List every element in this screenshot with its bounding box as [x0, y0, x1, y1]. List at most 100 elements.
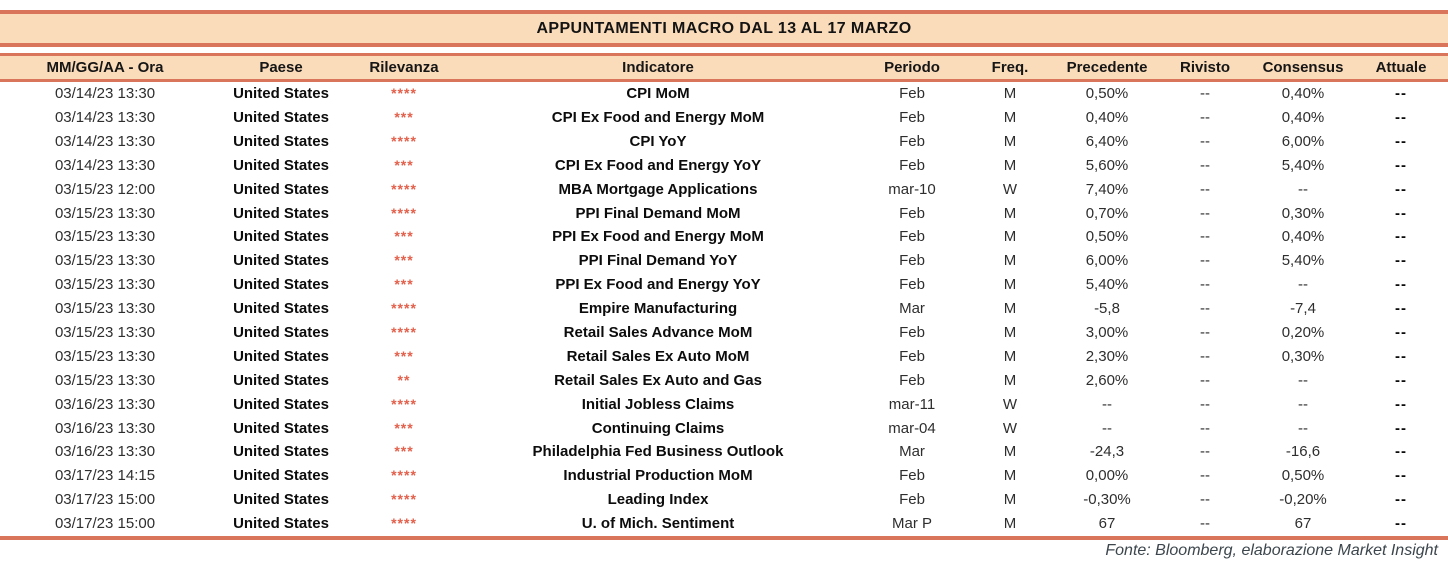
cell-revised: --: [1200, 371, 1210, 389]
cell-relevance: ****: [391, 395, 417, 412]
cell-actual: --: [1395, 443, 1407, 461]
table-title: APPUNTAMENTI MACRO DAL 13 AL 17 MARZO: [536, 19, 912, 37]
cell-indicator: Industrial Production MoM: [563, 467, 753, 485]
table-bottom-rule: [0, 536, 1448, 540]
cell-country: United States: [233, 156, 329, 174]
cell-datetime: 03/15/23 13:30: [54, 371, 156, 389]
cell-indicator: CPI MoM: [626, 85, 690, 103]
cell-revised: --: [1200, 252, 1210, 270]
cell-indicator: PPI Ex Food and Energy MoM: [552, 228, 764, 246]
column-header-relevance: Rilevanza: [369, 59, 439, 76]
cell-period: Feb: [899, 347, 925, 365]
table-row: 03/17/23 15:00 United States **** Leadin…: [0, 488, 1448, 512]
cell-datetime: 03/15/23 13:30: [54, 300, 156, 318]
cell-previous: 6,00%: [1085, 252, 1129, 270]
cell-consensus: 67: [1294, 515, 1312, 533]
cell-previous: 3,00%: [1085, 323, 1129, 341]
cell-indicator: CPI Ex Food and Energy YoY: [554, 156, 762, 174]
table-row: 03/14/23 13:30 United States **** CPI Mo…: [0, 82, 1448, 106]
cell-previous: 2,30%: [1085, 347, 1129, 365]
cell-revised: --: [1200, 156, 1210, 174]
cell-relevance: ***: [394, 252, 414, 269]
cell-period: Mar: [899, 443, 925, 461]
cell-relevance: ****: [391, 515, 417, 532]
cell-country: United States: [233, 252, 329, 270]
cell-frequency: M: [1003, 300, 1017, 318]
cell-relevance: ***: [394, 156, 414, 173]
cell-indicator: Retail Sales Ex Auto MoM: [566, 347, 750, 365]
cell-relevance: ****: [391, 132, 417, 149]
cell-revised: --: [1200, 443, 1210, 461]
cell-country: United States: [233, 419, 329, 437]
cell-period: Mar: [899, 300, 925, 318]
cell-consensus: --: [1298, 395, 1308, 413]
cell-consensus: -0,20%: [1279, 491, 1327, 509]
cell-relevance: ***: [394, 443, 414, 460]
column-header-country: Paese: [259, 59, 303, 76]
cell-revised: --: [1200, 300, 1210, 318]
cell-indicator: CPI YoY: [629, 132, 687, 150]
table-row: 03/17/23 14:15 United States **** Indust…: [0, 464, 1448, 488]
cell-actual: --: [1395, 276, 1407, 294]
cell-country: United States: [233, 323, 329, 341]
cell-frequency: M: [1003, 228, 1017, 246]
cell-datetime: 03/14/23 13:30: [54, 156, 156, 174]
cell-consensus: 0,30%: [1281, 204, 1325, 222]
cell-frequency: W: [1002, 395, 1018, 413]
cell-frequency: M: [1003, 443, 1017, 461]
cell-frequency: M: [1003, 108, 1017, 126]
cell-indicator: MBA Mortgage Applications: [558, 180, 758, 198]
cell-previous: 5,60%: [1085, 156, 1129, 174]
cell-previous: 0,40%: [1085, 108, 1129, 126]
cell-relevance: ***: [394, 347, 414, 364]
cell-actual: --: [1395, 419, 1407, 437]
table-row: 03/15/23 13:30 United States ** Retail S…: [0, 369, 1448, 393]
cell-relevance: ****: [391, 491, 417, 508]
cell-relevance: ***: [394, 228, 414, 245]
cell-datetime: 03/16/23 13:30: [54, 419, 156, 437]
cell-revised: --: [1200, 204, 1210, 222]
table-row: 03/15/23 13:30 United States *** PPI Fin…: [0, 249, 1448, 273]
table-row: 03/14/23 13:30 United States **** CPI Yo…: [0, 130, 1448, 154]
cell-consensus: --: [1298, 180, 1308, 198]
cell-actual: --: [1395, 156, 1407, 174]
cell-indicator: Retail Sales Ex Auto and Gas: [554, 371, 762, 389]
cell-consensus: 0,30%: [1281, 347, 1325, 365]
cell-datetime: 03/15/23 13:30: [54, 228, 156, 246]
table-row: 03/15/23 13:30 United States *** Retail …: [0, 345, 1448, 369]
cell-datetime: 03/17/23 14:15: [54, 467, 156, 485]
cell-indicator: Continuing Claims: [591, 419, 725, 437]
cell-frequency: M: [1003, 132, 1017, 150]
cell-previous: 0,00%: [1085, 467, 1129, 485]
cell-indicator: Empire Manufacturing: [578, 300, 738, 318]
cell-datetime: 03/15/23 13:30: [54, 347, 156, 365]
cell-actual: --: [1395, 395, 1407, 413]
cell-previous: --: [1102, 419, 1112, 437]
cell-actual: --: [1395, 180, 1407, 198]
cell-datetime: 03/17/23 15:00: [54, 491, 156, 509]
cell-datetime: 03/15/23 13:30: [54, 276, 156, 294]
column-header-datetime: MM/GG/AA - Ora: [46, 59, 164, 76]
cell-datetime: 03/15/23 13:30: [54, 204, 156, 222]
cell-actual: --: [1395, 252, 1407, 270]
column-header-indicator: Indicatore: [622, 59, 694, 76]
table-title-band: APPUNTAMENTI MACRO DAL 13 AL 17 MARZO: [0, 10, 1448, 47]
cell-frequency: M: [1003, 85, 1017, 103]
cell-indicator: Retail Sales Advance MoM: [563, 323, 753, 341]
cell-previous: 7,40%: [1085, 180, 1129, 198]
cell-datetime: 03/14/23 13:30: [54, 108, 156, 126]
cell-actual: --: [1395, 108, 1407, 126]
cell-period: Feb: [899, 228, 925, 246]
cell-frequency: M: [1003, 371, 1017, 389]
cell-consensus: --: [1298, 371, 1308, 389]
cell-period: Feb: [899, 252, 925, 270]
cell-frequency: W: [1002, 419, 1018, 437]
column-header-actual: Attuale: [1375, 59, 1427, 76]
cell-relevance: ****: [391, 85, 417, 102]
cell-revised: --: [1200, 395, 1210, 413]
cell-period: Feb: [899, 132, 925, 150]
cell-datetime: 03/15/23 13:30: [54, 323, 156, 341]
cell-country: United States: [233, 132, 329, 150]
source-note: Fonte: Bloomberg, elaborazione Market In…: [1105, 542, 1438, 559]
cell-relevance: ***: [394, 276, 414, 293]
